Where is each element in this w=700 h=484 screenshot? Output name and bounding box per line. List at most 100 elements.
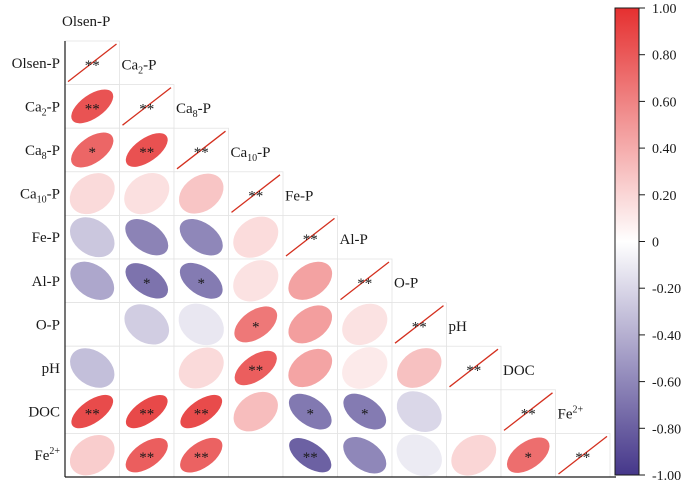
significance-mark: * (361, 407, 369, 423)
significance-mark: ** (357, 276, 372, 292)
significance-mark: ** (85, 407, 100, 423)
cell-ph-ph: ** (446, 345, 502, 391)
correlation-ellipse (178, 303, 224, 346)
cell-ca2-p-olsen-p: ** (64, 84, 120, 129)
colorbar-gradient (614, 7, 640, 476)
significance-mark: ** (303, 232, 318, 248)
correlation-ellipse (396, 391, 442, 432)
variable-labels: Olsen-P Olsen-P Ca2-P Ca2-P Ca8-P Ca8-P Ca10-P… (12, 14, 584, 464)
cell-fe2-o-p (391, 432, 447, 478)
diagonal-line (503, 392, 553, 431)
cell-fe-p-ca2-p (119, 214, 175, 260)
cell-ph-olsen-p (64, 345, 120, 391)
column-label-fe2: Fe2+ (558, 404, 584, 422)
column-label-al-p: Al-P (340, 232, 368, 248)
significance-mark: * (252, 319, 260, 335)
significance-mark: ** (466, 363, 481, 379)
diagonal-line (285, 217, 335, 257)
significance-mark: ** (139, 145, 154, 161)
significance-mark: ** (303, 450, 318, 466)
correlation-ellipse (234, 306, 278, 343)
cell-ca8-p-olsen-p: * (64, 127, 120, 173)
diagonal-line (449, 348, 499, 388)
significance-mark: ** (194, 145, 209, 161)
row-label-o-p: O-P (36, 317, 60, 333)
column-label-ca10-p: Ca10-P (231, 145, 271, 164)
cell-ph-ca10-p: ** (228, 345, 284, 391)
colorbar-tick-label: 1.00 (652, 2, 677, 17)
cell-doc-ca10-p (228, 389, 284, 434)
cell-fe-p-olsen-p (64, 214, 120, 260)
colorbar: 1.00 0.80 0.60 0.40 0.20 0 -0.20 -0.40 -0.60 -0.8… (614, 2, 681, 484)
correlation-ellipse (288, 393, 332, 430)
cell-o-p-o-p: ** (391, 302, 447, 347)
significance-mark: * (307, 407, 315, 423)
cell-fe2-ca8-p: ** (173, 432, 229, 478)
significance-mark: ** (139, 407, 154, 423)
cell-doc-olsen-p: ** (64, 389, 120, 434)
correlation-ellipse (288, 348, 333, 388)
cell-fe2-doc: * (500, 432, 556, 478)
significance-mark: * (198, 276, 206, 292)
cell-o-p-ca10-p: * (228, 302, 284, 347)
correlation-ellipse (125, 394, 168, 429)
cell-ca2-p-ca2-p: ** (119, 84, 175, 129)
correlation-ellipse (124, 172, 170, 215)
significance-mark: * (143, 276, 151, 292)
correlation-ellipse (69, 217, 115, 258)
cell-doc-o-p (391, 389, 447, 434)
diagonal-line (340, 261, 390, 301)
correlation-ellipse (180, 437, 223, 473)
cell-fe-p-ca10-p (228, 214, 284, 260)
diagonal-line (122, 87, 172, 126)
cell-o-p-ca8-p (173, 302, 229, 347)
cell-ca10-p-ca10-p: ** (228, 171, 284, 216)
correlation-ellipse (343, 436, 387, 474)
significance-mark: ** (139, 450, 154, 466)
cell-olsen-p-olsen-p: ** (64, 40, 120, 85)
significance-mark: ** (139, 101, 154, 117)
correlation-ellipse (180, 394, 223, 429)
row-label-al-p: Al-P (32, 274, 60, 290)
column-label-doc: DOC (503, 363, 535, 379)
significance-mark: ** (194, 450, 209, 466)
cell-doc-ph (446, 389, 502, 434)
row-label-ca8-p: Ca8-P (25, 143, 60, 162)
correlation-ellipse (233, 391, 278, 432)
cell-doc-fe-p: * (282, 389, 338, 434)
row-label-fe-p: Fe-P (32, 230, 60, 246)
correlation-ellipse (233, 216, 279, 258)
diagonal-line (558, 435, 608, 475)
matrix-cells: **** *** ** ******* * *** **** **** ** ** * * **** **… (64, 40, 611, 478)
colorbar-tick-label: -0.20 (652, 282, 681, 297)
colorbar-tick-label: -1.00 (652, 469, 681, 484)
cell-ca10-p-ca8-p (173, 171, 229, 216)
colorbar-tick-label: -0.60 (652, 376, 681, 391)
correlation-ellipse (71, 394, 114, 429)
cell-ph-al-p (337, 345, 393, 391)
row-label-ca2-p: Ca2-P (25, 99, 60, 118)
colorbar-tick-label: 0.20 (652, 189, 677, 204)
cell-ca8-p-ca2-p: ** (119, 127, 175, 173)
correlation-ellipse (70, 261, 115, 300)
correlation-ellipse (178, 347, 224, 389)
column-label-ca2-p: Ca2-P (122, 58, 157, 77)
diagonal-line (394, 305, 444, 344)
correlation-ellipse (69, 173, 115, 215)
significance-mark: * (525, 450, 533, 466)
cell-al-p-ca10-p (228, 258, 284, 303)
matrix-axes (64, 41, 616, 478)
correlation-ellipse (342, 347, 388, 389)
colorbar-tick-label: -0.80 (652, 422, 681, 437)
diagonal-line (176, 130, 226, 170)
correlation-ellipse (70, 348, 115, 388)
cell-fe2-al-p (337, 432, 393, 478)
correlation-ellipse (451, 434, 497, 476)
diagonal-line (67, 43, 117, 83)
row-label-ph: pH (42, 361, 61, 377)
correlation-ellipse (234, 350, 277, 386)
significance-mark: ** (85, 101, 100, 117)
significance-mark: * (89, 145, 97, 161)
cell-ph-ca2-p (119, 345, 175, 391)
cell-fe2-fe-p: ** (282, 432, 338, 478)
